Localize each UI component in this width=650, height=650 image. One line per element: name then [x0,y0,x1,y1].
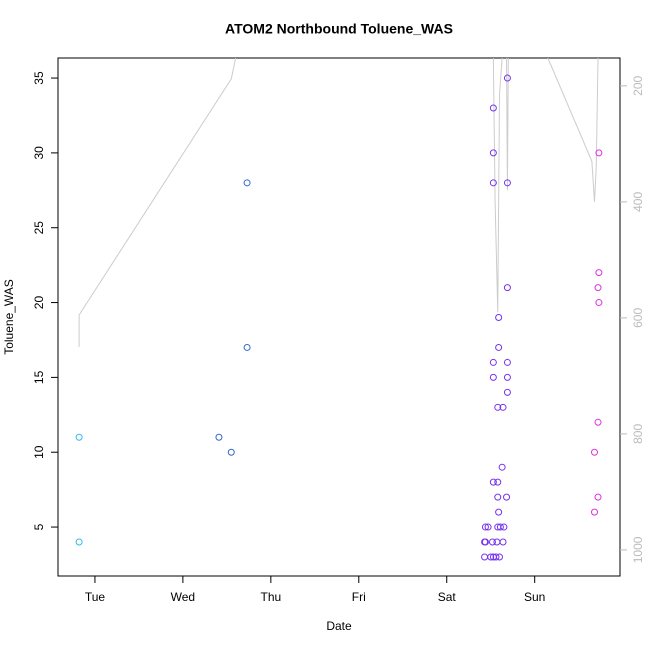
point [215,433,223,441]
point [492,553,500,561]
point [503,388,511,396]
point [488,538,496,546]
point [503,493,511,501]
x-axis-label: Date [326,619,352,633]
point [496,553,504,561]
point [500,523,508,531]
point [594,284,602,292]
y2-tick-label: 600 [631,308,645,328]
point [495,314,503,322]
x-tick-label: Fri [352,590,366,604]
point [494,403,502,411]
y-tick-label: 30 [32,146,46,160]
point [489,104,497,112]
point [495,508,503,516]
y-tick-label: 15 [32,370,46,384]
point [487,553,495,561]
point [595,149,603,157]
y2-tick-label: 200 [631,76,645,96]
y2-tick-label: 1000 [631,536,645,563]
point [594,493,602,501]
plot-frame [57,57,621,577]
point [503,179,511,187]
point [489,373,497,381]
point [493,538,501,546]
y-tick-label: 10 [32,445,46,459]
point [489,478,497,486]
point [243,343,251,351]
point [495,343,503,351]
y-tick-label: 35 [32,71,46,85]
point [489,149,497,157]
point [503,373,511,381]
point [499,538,507,546]
x-tick-label: Sun [524,590,545,604]
point [499,403,507,411]
y-tick-label: 25 [32,221,46,235]
point [484,523,492,531]
point [481,553,489,561]
x-tick-label: Sat [438,590,457,604]
point [489,358,497,366]
point [227,448,235,456]
x-tick-label: Wed [171,590,195,604]
chart-title: ATOM2 Northbound Toluene_WAS [225,21,453,37]
point [75,538,83,546]
point [503,358,511,366]
point [494,478,502,486]
point [489,179,497,187]
point [594,418,602,426]
y-tick-label: 5 [32,523,46,530]
point [590,508,598,516]
y-tick-label: 20 [32,296,46,310]
point [498,463,506,471]
point [494,493,502,501]
point [590,448,598,456]
pressure-line [78,58,599,347]
point [75,433,83,441]
y-axis-label: Toluene_WAS [2,279,16,355]
point [496,523,504,531]
point [481,538,489,546]
point [503,74,511,82]
line-layer [78,58,599,347]
y2-tick-label: 800 [631,424,645,444]
point [503,284,511,292]
point [595,299,603,307]
point [481,523,489,531]
y2-tick-label: 400 [631,192,645,212]
x-tick-label: Thu [260,590,281,604]
x-tick-label: Tue [85,590,106,604]
point [595,269,603,277]
point [243,179,251,187]
